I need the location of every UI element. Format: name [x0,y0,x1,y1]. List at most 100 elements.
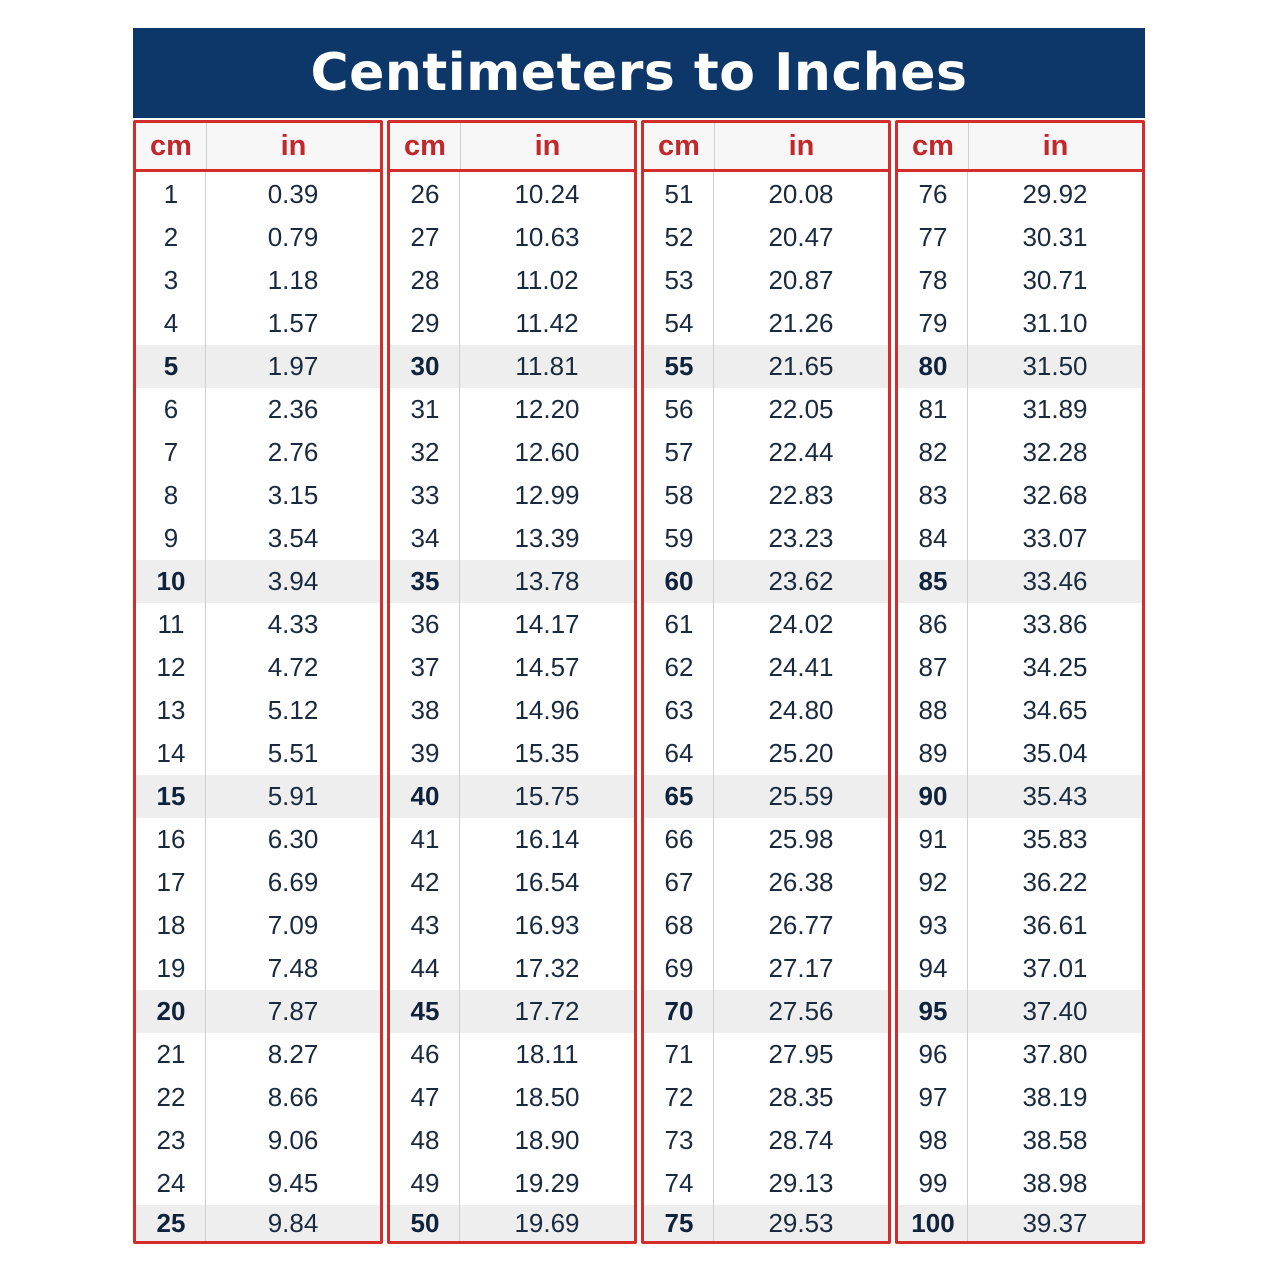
cm-value: 45 [410,996,440,1026]
cm-value: 98 [918,1125,948,1155]
table-row: 4 1.57 [136,302,380,345]
cm-value: 10 [156,566,186,596]
table-row: 53 20.87 [644,259,888,302]
cm-value: 52 [664,222,694,252]
table-row: 42 16.54 [390,861,634,904]
inch-value: 5.91 [267,781,319,811]
cm-value: 3 [163,265,179,295]
table-row: 16 6.30 [136,818,380,861]
table-row: 58 22.83 [644,474,888,517]
cm-value: 46 [410,1039,440,1069]
table-row: 18 7.09 [136,904,380,947]
cm-value: 44 [410,953,440,983]
inch-value: 34.65 [1022,695,1088,725]
table-row: 77 30.31 [898,216,1142,259]
cm-value: 94 [918,953,948,983]
inch-value: 22.83 [768,480,834,510]
cm-value: 50 [410,1207,440,1238]
table-row: 91 35.83 [898,818,1142,861]
cm-value: 57 [664,437,694,467]
cm-value: 81 [918,394,948,424]
cm-value: 93 [918,910,948,940]
inch-value: 9.06 [267,1125,319,1155]
table-row: 11 4.33 [136,603,380,646]
inch-value: 10.63 [514,222,580,252]
table-row: 84 33.07 [898,517,1142,560]
cm-value: 23 [156,1125,186,1155]
cm-value: 83 [918,480,948,510]
inch-value: 39.37 [1022,1207,1088,1238]
table-row: 68 26.77 [644,904,888,947]
table-row: 81 31.89 [898,388,1142,431]
inch-value: 24.80 [768,695,834,725]
table-row: 26 10.24 [390,173,634,216]
table-row: 74 29.13 [644,1162,888,1205]
cm-value: 4 [163,308,179,338]
row-list: 51 20.08 52 20.47 53 20.87 54 21.26 55 21.65 56 22.… [644,172,888,1241]
table-row: 49 19.29 [390,1162,634,1205]
cm-value: 90 [918,781,948,811]
inch-value: 32.28 [1022,437,1088,467]
header-in: in [788,129,815,162]
cm-value: 27 [410,222,440,252]
inch-value: 38.19 [1022,1082,1088,1112]
table-row: 97 38.19 [898,1076,1142,1119]
table-row: 73 28.74 [644,1119,888,1162]
cm-value: 13 [156,695,186,725]
inch-value: 4.72 [267,652,319,682]
inch-value: 38.58 [1022,1125,1088,1155]
inch-value: 33.07 [1022,523,1088,553]
cm-value: 70 [664,996,694,1026]
inch-value: 20.08 [768,179,834,209]
table-row: 71 27.95 [644,1033,888,1076]
cm-value: 14 [156,738,186,768]
table-row: 62 24.41 [644,646,888,689]
table-row: 93 36.61 [898,904,1142,947]
cm-value: 63 [664,695,694,725]
cm-value: 18 [156,910,186,940]
inch-value: 1.97 [267,351,319,381]
table-row: 13 5.12 [136,689,380,732]
table-row: 28 11.02 [390,259,634,302]
table-row: 78 30.71 [898,259,1142,302]
inch-value: 18.90 [514,1125,580,1155]
inch-value: 17.32 [514,953,580,983]
inch-value: 33.46 [1022,566,1088,596]
table-row: 66 25.98 [644,818,888,861]
table-row: 12 4.72 [136,646,380,689]
table-row: 20 7.87 [136,990,380,1033]
cm-value: 100 [911,1207,955,1238]
table-row: 90 35.43 [898,775,1142,818]
table-row: 51 20.08 [644,173,888,216]
inch-value: 0.79 [267,222,319,252]
inch-value: 29.13 [768,1168,834,1198]
inch-value: 18.50 [514,1082,580,1112]
inch-value: 18.11 [515,1039,579,1069]
cm-value: 48 [410,1125,440,1155]
cm-value: 75 [664,1207,694,1238]
cm-value: 37 [410,652,440,682]
table-row: 41 16.14 [390,818,634,861]
inch-value: 14.96 [514,695,580,725]
cm-value: 64 [664,738,694,768]
inch-value: 5.51 [267,738,319,768]
inch-value: 34.25 [1022,652,1088,682]
page-title: Centimeters to Inches [310,43,968,103]
table-row: 9 3.54 [136,517,380,560]
inch-value: 37.40 [1022,996,1088,1026]
inch-value: 7.87 [267,996,319,1026]
table-row: 24 9.45 [136,1162,380,1205]
cm-value: 1 [163,179,179,209]
table-row: 15 5.91 [136,775,380,818]
cm-value: 85 [918,566,948,596]
cm-value: 55 [664,351,694,381]
cm-value: 41 [410,824,440,854]
cm-value: 31 [410,394,440,424]
table-row: 35 13.78 [390,560,634,603]
table-row: 5 1.97 [136,345,380,388]
cm-value: 8 [163,480,179,510]
cm-value: 58 [664,480,694,510]
cm-value: 35 [410,566,440,596]
cm-value: 34 [410,523,440,553]
inch-value: 37.01 [1022,953,1088,983]
